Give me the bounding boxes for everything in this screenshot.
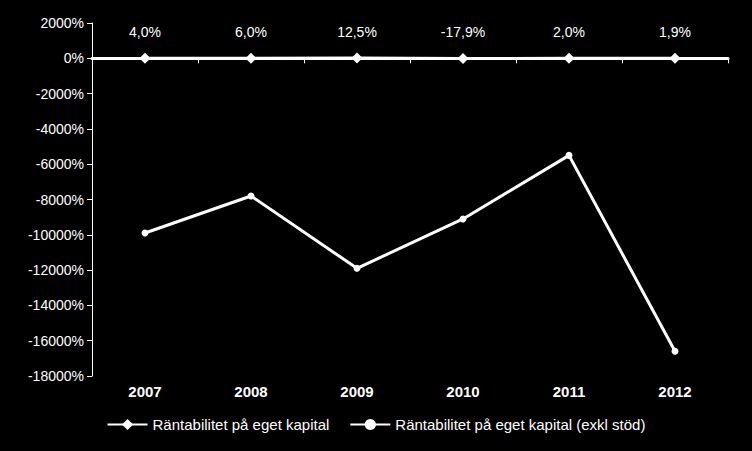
svg-text:-18000%: -18000%	[28, 368, 84, 384]
svg-text:-16000%: -16000%	[28, 333, 84, 349]
svg-text:2010: 2010	[446, 383, 479, 400]
svg-text:2008: 2008	[234, 383, 267, 400]
svg-text:-4000%: -4000%	[36, 121, 84, 137]
svg-text:-8000%: -8000%	[36, 192, 84, 208]
svg-text:-14000%: -14000%	[28, 297, 84, 313]
svg-text:2000%: 2000%	[40, 15, 84, 31]
svg-text:-10000%: -10000%	[28, 227, 84, 243]
svg-text:-2000%: -2000%	[36, 86, 84, 102]
svg-text:2,0%: 2,0%	[553, 24, 585, 40]
svg-text:4,0%: 4,0%	[129, 24, 161, 40]
svg-text:-17,9%: -17,9%	[441, 24, 485, 40]
svg-text:2009: 2009	[340, 383, 373, 400]
svg-text:-12000%: -12000%	[28, 262, 84, 278]
svg-text:6,0%: 6,0%	[235, 24, 267, 40]
svg-text:2011: 2011	[553, 383, 586, 400]
svg-text:2007: 2007	[128, 383, 161, 400]
svg-text:12,5%: 12,5%	[337, 24, 377, 40]
svg-text:Räntabilitet på eget kapital (: Räntabilitet på eget kapital (exkl stöd)	[395, 416, 645, 433]
svg-text:1,9%: 1,9%	[659, 24, 691, 40]
svg-text:0%: 0%	[64, 50, 84, 66]
svg-text:2012: 2012	[658, 383, 691, 400]
svg-text:-6000%: -6000%	[36, 156, 84, 172]
svg-text:Räntabilitet på eget kapital: Räntabilitet på eget kapital	[153, 416, 330, 433]
